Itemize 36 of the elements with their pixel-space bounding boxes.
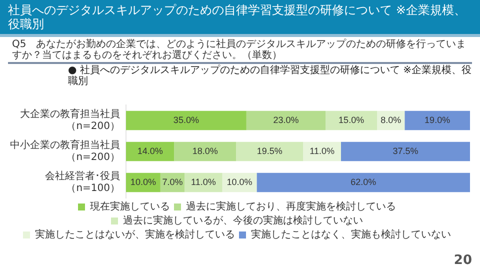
data-label: 19.0%	[424, 114, 450, 125]
data-label: 35.0%	[173, 114, 199, 125]
data-label: 62.0%	[350, 176, 376, 187]
data-label: 15.0%	[338, 114, 364, 125]
bar	[246, 110, 326, 130]
bar	[126, 110, 246, 130]
legend-label: 実施したことはないが、実施を検討している	[35, 228, 235, 241]
bar	[236, 142, 304, 162]
legend-label: 過去に実施しており、再度実施を検討している	[186, 200, 396, 213]
bar	[126, 142, 174, 162]
y-tick-label: 会社経営者･役員（n=100）	[45, 170, 120, 194]
data-label: 10.0%	[226, 176, 252, 187]
bar	[326, 110, 378, 130]
y-tick-label: 大企業の教育担当社員（n=200）	[20, 108, 120, 132]
data-label: 23.0%	[273, 114, 299, 125]
text: ● 社員へのデジタルスキルアップのための自律学習支援型の研修について ※企業規模、役職別	[8, 62, 472, 87]
data-label: 10.0%	[130, 176, 156, 187]
text: 20	[454, 253, 472, 268]
bar	[174, 142, 236, 162]
legend-label: 過去に実施しているが、今後の実施は検討していない	[123, 214, 363, 227]
bar	[256, 172, 470, 192]
data-label: 11.0%	[190, 176, 216, 187]
data-label: 8.0%	[380, 114, 402, 125]
bar	[404, 110, 470, 130]
data-label: 37.5%	[392, 146, 418, 156]
y-tick-label: 中小企業の教育担当社員（n=200）	[10, 139, 120, 164]
legend-label: 実施したことはなく、実施も検討していない	[251, 228, 451, 241]
data-label: 7.0%	[162, 176, 183, 187]
data-label: 11.0%	[310, 146, 335, 156]
chart-subtitle: Q5 あなたがお勤めの企業では、どのように社員のデジタルスキルアップのための研修を行っていますか？当てはまるものをそれぞれお選びください。（単数）	[11, 38, 468, 62]
legend-label: 現在実施している	[90, 200, 170, 213]
data-label: 14.0%	[137, 146, 163, 156]
chart-title: 社員へのデジタルスキルアップのための自律学習支援型の研修について ※企業規模、役職別	[0, 0, 480, 37]
data-label: 18.0%	[192, 146, 218, 156]
bar	[341, 142, 470, 162]
data-label: 19.5%	[256, 146, 282, 156]
